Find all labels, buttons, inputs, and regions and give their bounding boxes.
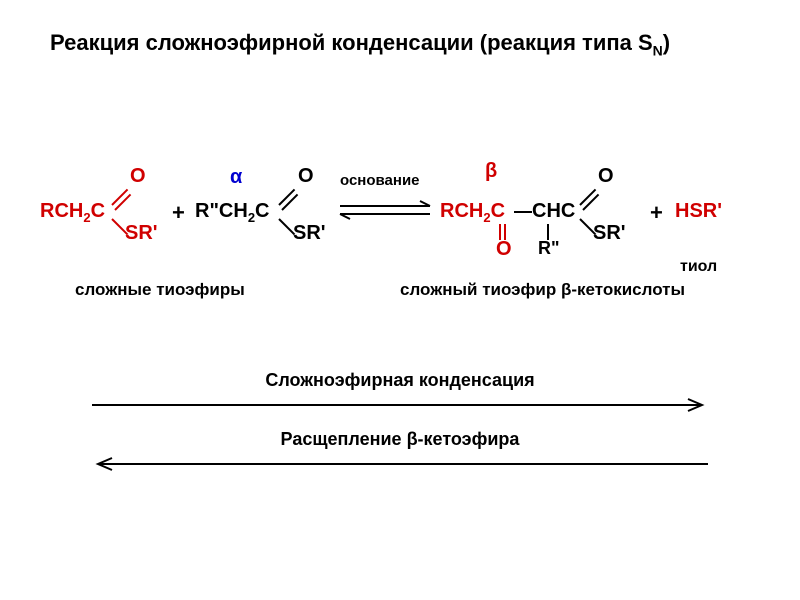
- r2-sr: SR': [293, 222, 326, 245]
- r1-sub: 2: [83, 210, 90, 225]
- p1-dbl1: [499, 224, 501, 240]
- p1-r-bond: [547, 224, 549, 240]
- label-beta-keto: сложный тиоэфир β-кетокислоты: [400, 280, 685, 300]
- product2: HSR': [675, 200, 722, 223]
- r1-c: C: [91, 200, 105, 222]
- p1-rdbl: R": [538, 238, 560, 259]
- p1-sub1: 2: [483, 210, 490, 225]
- alpha-label: α: [230, 166, 242, 189]
- title-sub: N: [653, 42, 663, 58]
- label-thiol: тиол: [680, 258, 717, 276]
- r2-c: C: [255, 200, 269, 222]
- reverse-arrow: [90, 454, 710, 474]
- forward-label: Сложноэфирная конденсация: [90, 370, 710, 391]
- p1-rch2c: RCH2C: [440, 200, 505, 225]
- r1-dbl-bond2: [114, 194, 131, 211]
- r1-o-top: O: [130, 165, 146, 188]
- p1-chc: CHC: [532, 200, 575, 223]
- r2-rdbl: R"CH: [195, 200, 248, 222]
- p1-c1: C: [491, 200, 505, 222]
- r2-o-top: O: [298, 165, 314, 188]
- equilibrium-arrow: [335, 198, 435, 222]
- reverse-label: Расщепление β-кетоэфира: [90, 429, 710, 450]
- r1-rch: RCH: [40, 200, 83, 222]
- reactant1-main: RCH2C: [40, 200, 105, 225]
- p1-o-top: O: [598, 165, 614, 188]
- forward-arrow: [90, 395, 710, 415]
- plus-1: +: [172, 200, 185, 226]
- p1-cc-bond: [514, 211, 532, 213]
- title-tail: ): [663, 30, 670, 55]
- p1-sr: SR': [593, 222, 626, 245]
- page-title: Реакция сложноэфирной конденсации (реакц…: [50, 30, 670, 58]
- r2-sub: 2: [248, 210, 255, 225]
- r2-dbl-bond2: [281, 194, 298, 211]
- p1-rch: RCH: [440, 200, 483, 222]
- beta-label: β: [485, 160, 497, 183]
- p1-o-dbl: O: [496, 238, 512, 261]
- label-thioesters: сложные тиоэфиры: [75, 280, 245, 300]
- p1-dbl2: [504, 224, 506, 240]
- eq-label: основание: [340, 172, 420, 189]
- title-main: Реакция сложноэфирной конденсации (реакц…: [50, 30, 653, 55]
- p1-dbl-o2: [582, 194, 599, 211]
- reactant2-main: R"CH2C: [195, 200, 270, 225]
- r1-sr: SR': [125, 222, 158, 245]
- reaction-scheme: RCH2C O SR' + α R"CH2C O SR' основание β…: [40, 160, 760, 280]
- process-arrows: Сложноэфирная конденсация Расщепление β-…: [90, 370, 710, 474]
- plus-2: +: [650, 200, 663, 226]
